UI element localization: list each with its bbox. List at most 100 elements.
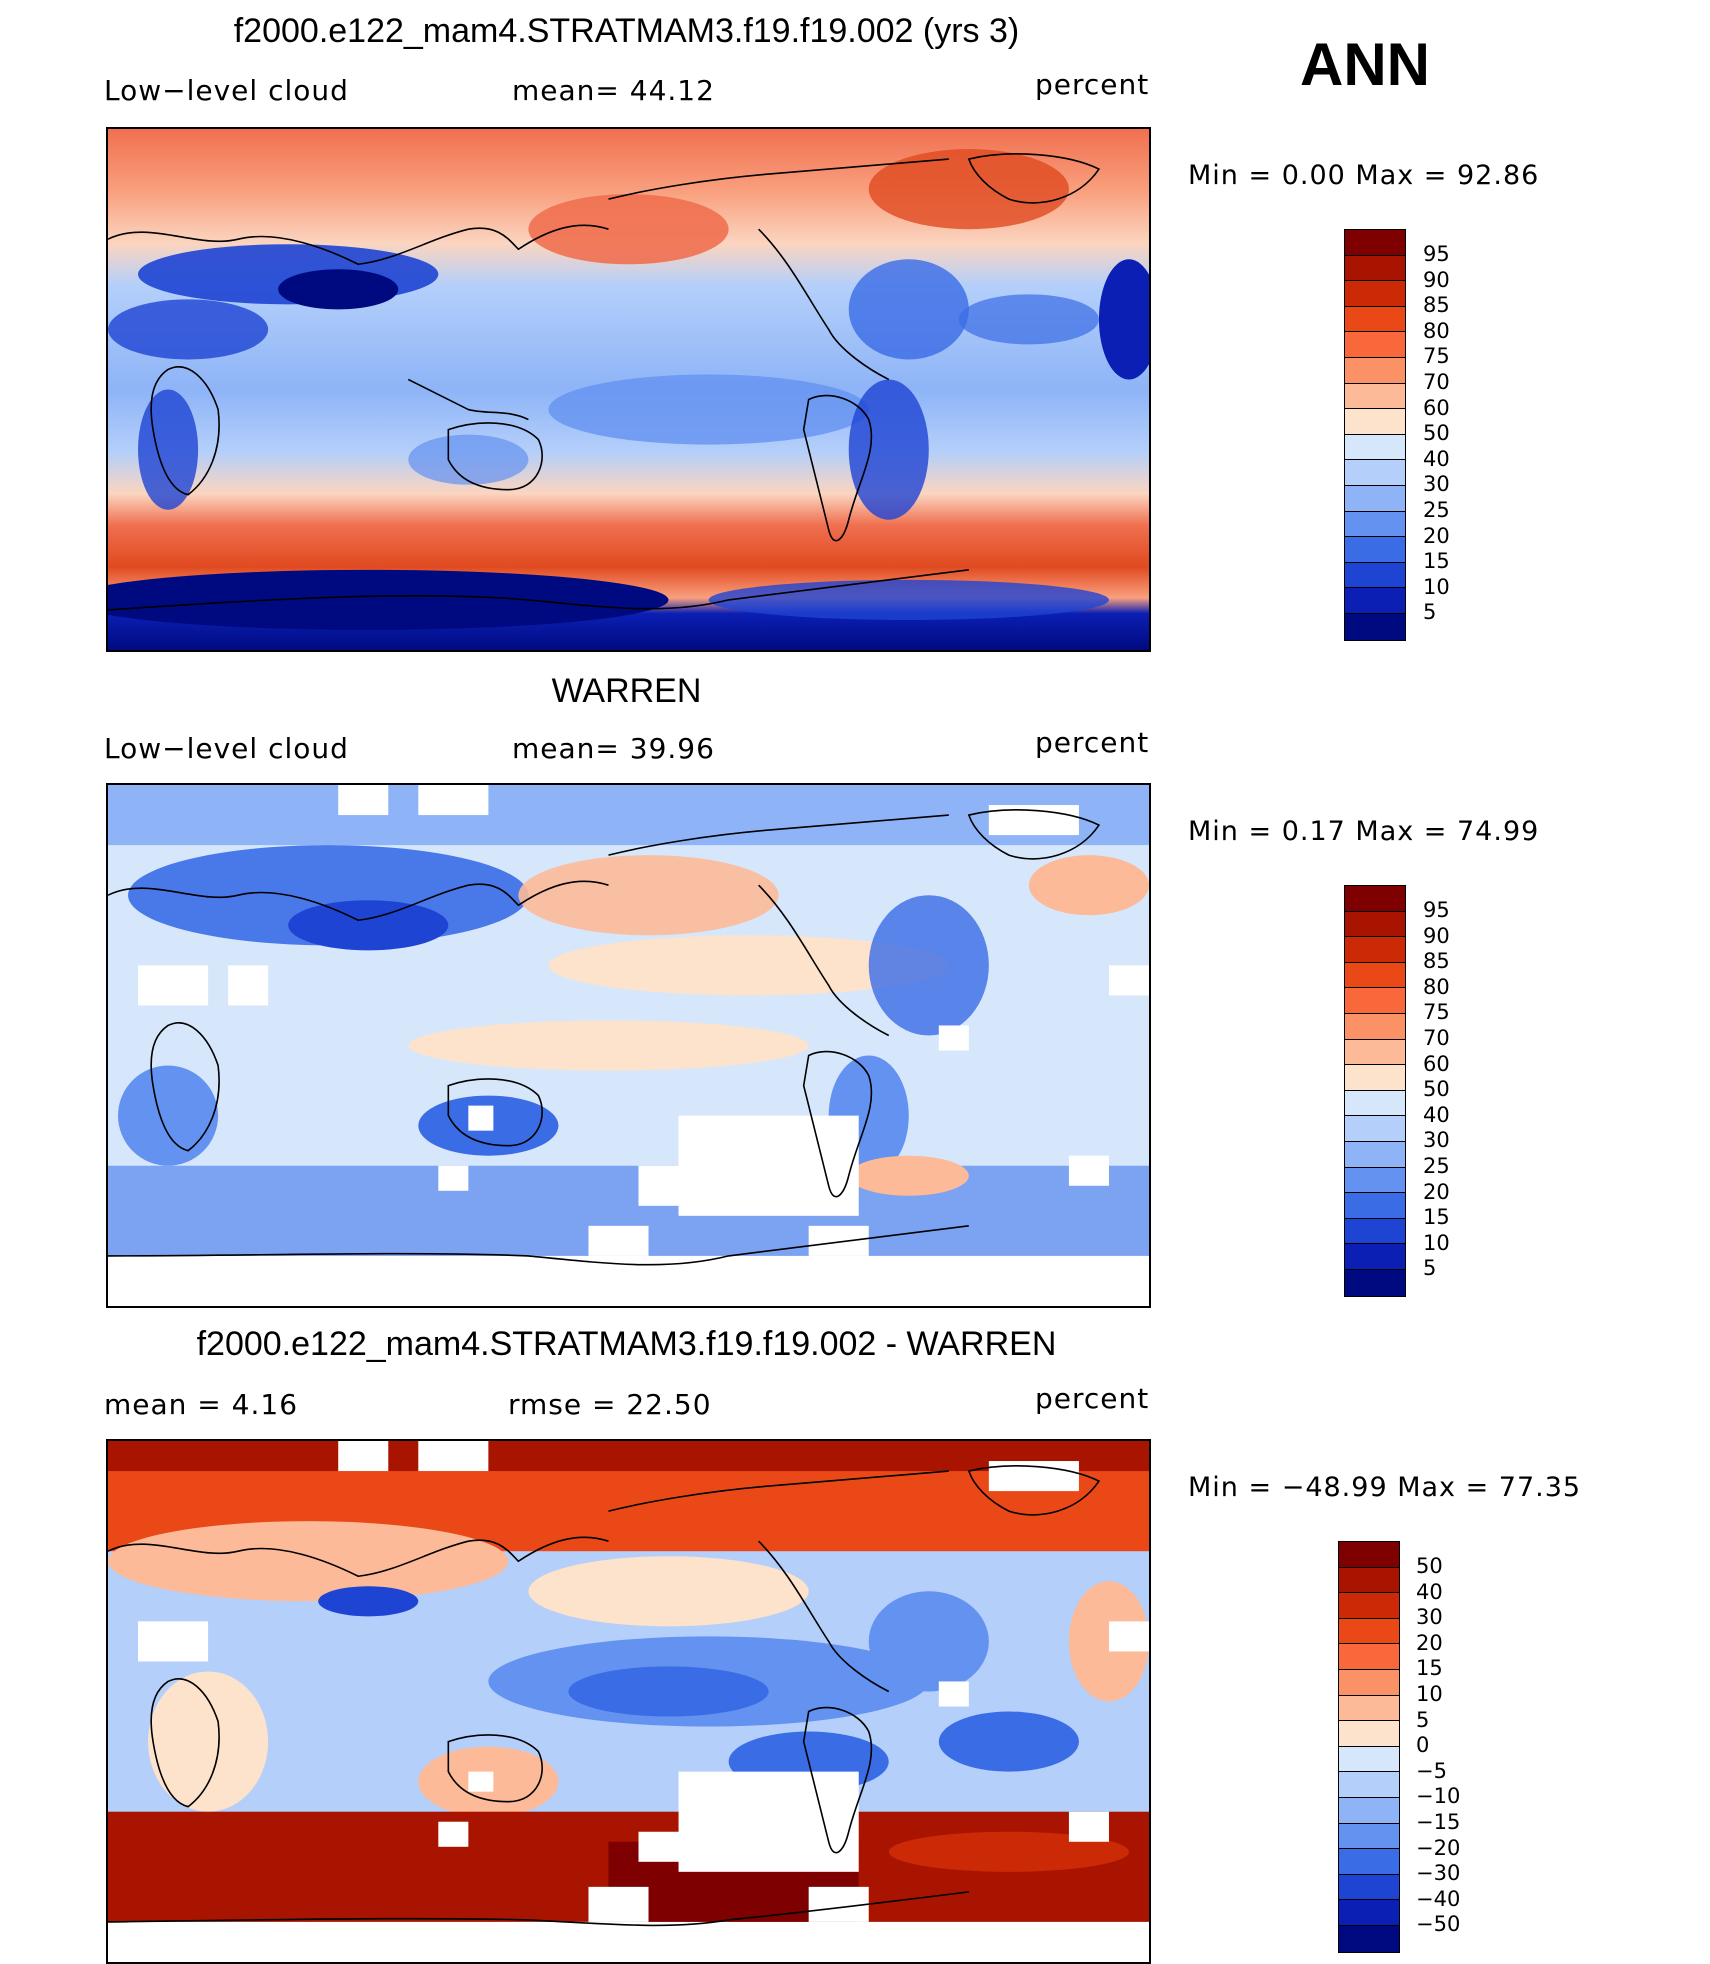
colorbar-tick: 15 — [1423, 549, 1450, 574]
panel-3-units-label: percent — [1035, 1382, 1150, 1415]
colorbar-tick: 75 — [1423, 344, 1450, 369]
panel-3-colorbar-labels: 50 40 30 20 15 10 5 0 −5 −10 −15 −20 −30… — [1416, 1554, 1460, 1938]
colorbar-tick: 5 — [1423, 1256, 1437, 1281]
colorbar-tick: −20 — [1416, 1835, 1461, 1860]
colorbar-tick: 30 — [1423, 1128, 1450, 1153]
colorbar-tick: 30 — [1416, 1605, 1443, 1630]
colorbar-swatch — [1339, 1746, 1399, 1773]
colorbar-swatch — [1339, 1721, 1399, 1747]
colorbar-swatch — [1345, 1141, 1405, 1168]
colorbar-swatch — [1345, 937, 1405, 963]
colorbar-tick: 85 — [1423, 293, 1450, 318]
colorbar-tick: 75 — [1423, 1000, 1450, 1025]
colorbar-swatch — [1345, 613, 1405, 640]
panel-3-map — [106, 1439, 1151, 1964]
colorbar-tick: 40 — [1416, 1579, 1443, 1604]
colorbar-tick: −5 — [1416, 1758, 1447, 1783]
colorbar-tick: 10 — [1423, 1230, 1450, 1255]
colorbar-tick: 85 — [1423, 949, 1450, 974]
colorbar-tick: 5 — [1423, 600, 1437, 625]
panel-3-mean-label: mean = 4.16 — [104, 1388, 299, 1421]
colorbar-swatch — [1345, 1193, 1405, 1219]
colorbar-tick: 60 — [1423, 395, 1450, 420]
colorbar-tick: 25 — [1423, 1153, 1450, 1178]
colorbar-tick: 95 — [1423, 242, 1450, 266]
colorbar-swatch — [1345, 1013, 1405, 1040]
colorbar-tick: 80 — [1423, 318, 1450, 343]
colorbar-swatch — [1345, 485, 1405, 512]
panel-1-mean-label: mean= 44.12 — [512, 74, 715, 107]
colorbar-tick: 60 — [1423, 1051, 1450, 1076]
colorbar-tick: 40 — [1423, 1102, 1450, 1127]
colorbar-tick: 70 — [1423, 1025, 1450, 1050]
panel-1-title: f2000.e122_mam4.STRATMAM3.f19.f19.002 (y… — [233, 12, 1020, 50]
colorbar-swatch — [1345, 434, 1405, 461]
colorbar-tick: 90 — [1423, 923, 1450, 948]
colorbar-swatch — [1345, 1039, 1405, 1066]
colorbar-swatch — [1345, 306, 1405, 333]
panel-2-variable-label: Low−level cloud — [104, 732, 349, 765]
colorbar-swatch — [1339, 1772, 1399, 1798]
colorbar-swatch — [1345, 1090, 1405, 1117]
colorbar-tick: 50 — [1423, 1077, 1450, 1102]
panel-2-units-label: percent — [1035, 726, 1150, 759]
panel-1-variable-label: Low−level cloud — [104, 74, 349, 107]
colorbar-swatch — [1345, 1065, 1405, 1091]
colorbar-tick: 0 — [1416, 1733, 1430, 1758]
colorbar-tick: 95 — [1423, 898, 1450, 922]
colorbar-swatch — [1339, 1695, 1399, 1722]
colorbar-tick: −30 — [1416, 1861, 1461, 1886]
colorbar-swatch — [1345, 332, 1405, 358]
panel-1-units-label: percent — [1035, 68, 1150, 101]
colorbar-tick: 80 — [1423, 974, 1450, 999]
colorbar-swatch — [1339, 1669, 1399, 1696]
colorbar-tick: 20 — [1416, 1630, 1443, 1655]
colorbar-swatch — [1345, 511, 1405, 538]
colorbar-swatch — [1345, 588, 1405, 614]
colorbar-swatch — [1345, 281, 1405, 307]
panel-1-map — [106, 127, 1151, 652]
colorbar-tick: 5 — [1416, 1707, 1430, 1732]
panel-3-title: f2000.e122_mam4.STRATMAM3.f19.f19.002 - … — [196, 1325, 1057, 1363]
colorbar-tick: 40 — [1423, 446, 1450, 471]
panel-2-colorbar-labels: 95 90 85 80 75 70 60 50 40 30 25 20 15 1… — [1423, 898, 1450, 1282]
colorbar-swatch — [1345, 537, 1405, 563]
colorbar-swatch — [1345, 562, 1405, 589]
panel-2-colorbar — [1344, 885, 1406, 1297]
colorbar-tick: 15 — [1423, 1205, 1450, 1230]
colorbar-swatch — [1339, 1593, 1399, 1619]
colorbar-swatch — [1345, 1167, 1405, 1194]
panel-1-colorbar-labels: 95 90 85 80 75 70 60 50 40 30 25 20 15 1… — [1423, 242, 1450, 626]
colorbar-tick: 10 — [1423, 574, 1450, 599]
panel-3-colorbar — [1338, 1541, 1400, 1953]
panel-1-minmax: Min = 0.00 Max = 92.86 — [1188, 160, 1540, 191]
panel-3-minmax: Min = −48.99 Max = 77.35 — [1188, 1472, 1582, 1503]
colorbar-tick: 15 — [1416, 1656, 1443, 1681]
colorbar-swatch — [1345, 886, 1405, 912]
panel-2-map — [106, 783, 1151, 1308]
colorbar-swatch — [1339, 1874, 1399, 1901]
colorbar-tick: −10 — [1416, 1784, 1461, 1809]
panel-1-colorbar — [1344, 229, 1406, 641]
panel-2-title: WARREN — [551, 672, 702, 710]
colorbar-swatch — [1345, 1116, 1405, 1142]
season-label: ANN — [1300, 31, 1430, 98]
colorbar-swatch — [1339, 1542, 1399, 1568]
colorbar-tick: −15 — [1416, 1809, 1461, 1834]
colorbar-swatch — [1345, 409, 1405, 435]
colorbar-swatch — [1345, 1269, 1405, 1296]
colorbar-swatch — [1345, 988, 1405, 1014]
colorbar-swatch — [1339, 1644, 1399, 1670]
colorbar-tick: 30 — [1423, 472, 1450, 497]
colorbar-swatch — [1339, 1925, 1399, 1952]
colorbar-tick: 50 — [1423, 421, 1450, 446]
colorbar-swatch — [1339, 1849, 1399, 1875]
colorbar-swatch — [1339, 1618, 1399, 1645]
colorbar-swatch — [1339, 1900, 1399, 1926]
colorbar-swatch — [1345, 255, 1405, 282]
colorbar-tick: 20 — [1423, 523, 1450, 548]
panel-2-minmax: Min = 0.17 Max = 74.99 — [1188, 816, 1540, 847]
colorbar-tick: 70 — [1423, 369, 1450, 394]
colorbar-swatch — [1339, 1823, 1399, 1850]
colorbar-swatch — [1345, 1218, 1405, 1245]
